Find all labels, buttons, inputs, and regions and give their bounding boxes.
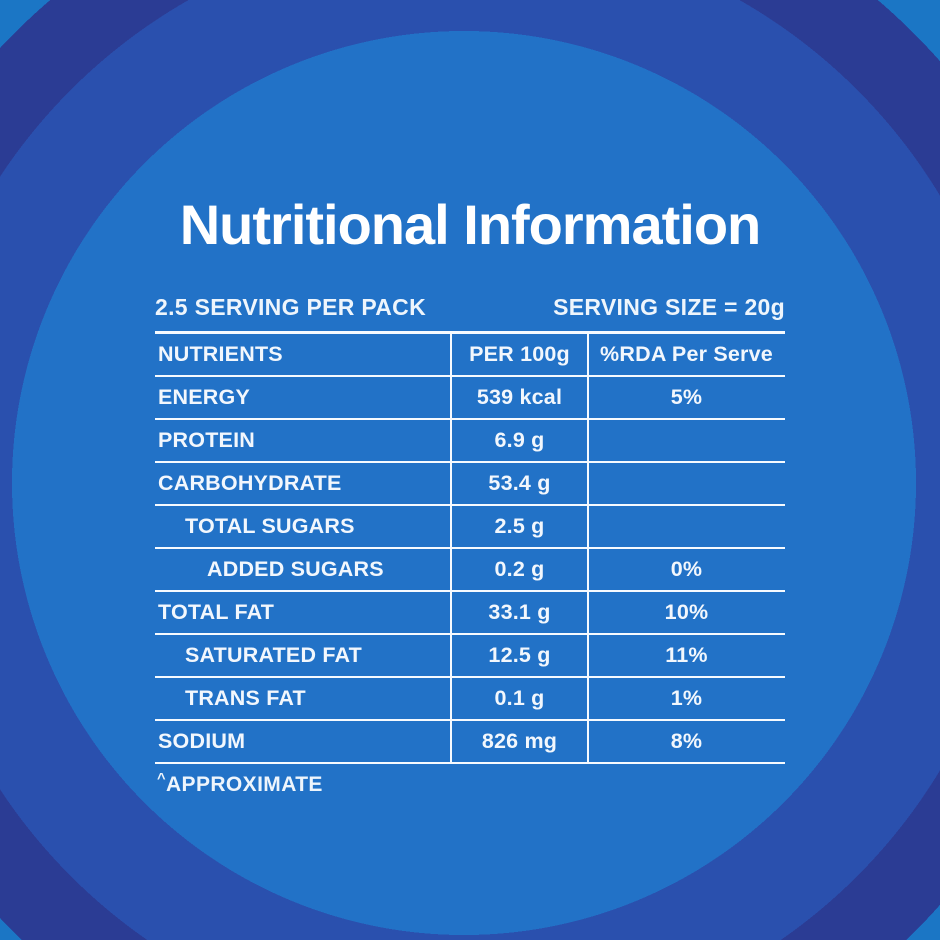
per-100g-value: 0.2 g [494, 557, 545, 581]
rda-value: 10% [664, 600, 709, 624]
table-row-sodium: SODIUM 826 mg 8% [155, 721, 785, 764]
nutrient-label: ADDED SUGARS [207, 557, 384, 581]
caret-marker: ^ [157, 771, 166, 787]
nutrition-table: NUTRIENTS PER 100g %RDA Per Serve ENERGY… [155, 331, 785, 764]
serving-info-row: 2.5 SERVING PER PACK SERVING SIZE = 20g [155, 294, 785, 321]
rda-value: 1% [670, 686, 703, 710]
per-100g-value: 826 mg [481, 729, 558, 753]
rda-value: 0% [670, 557, 703, 581]
table-row-total-fat: TOTAL FAT 33.1 g 10% [155, 592, 785, 635]
table-row-protein: PROTEIN 6.9 g [155, 420, 785, 463]
rda-value: 11% [665, 643, 708, 667]
nutrient-label: SATURATED FAT [185, 643, 362, 667]
header-per-100g: PER 100g [469, 342, 570, 366]
rda-value: 8% [670, 729, 703, 753]
table-row-total-sugars: TOTAL SUGARS 2.5 g [155, 506, 785, 549]
table-row-trans-fat: TRANS FAT 0.1 g 1% [155, 678, 785, 721]
nutrient-label: TOTAL FAT [158, 600, 275, 624]
nutrient-label: PROTEIN [158, 428, 255, 452]
per-100g-value: 0.1 g [494, 686, 545, 710]
per-100g-value: 6.9 g [494, 428, 545, 452]
column-divider-1 [450, 334, 452, 764]
header-rda-per-serve: %RDA Per Serve [600, 342, 773, 366]
table-row-saturated-fat: SATURATED FAT 12.5 g 11% [155, 635, 785, 678]
table-row-energy: ENERGY 539 kcal 5% [155, 377, 785, 420]
nutrient-label: TRANS FAT [185, 686, 306, 710]
nutrient-label: CARBOHYDRATE [158, 471, 342, 495]
nutrient-label: TOTAL SUGARS [185, 514, 355, 538]
per-100g-value: 12.5 g [488, 643, 551, 667]
per-100g-value: 53.4 g [488, 471, 551, 495]
serving-size: SERVING SIZE = 20g [553, 294, 785, 320]
servings-per-pack: 2.5 SERVING PER PACK [155, 294, 427, 320]
per-100g-value: 539 kcal [476, 385, 563, 409]
nutrient-label: ENERGY [158, 385, 250, 409]
footnote-text: APPROXIMATE [165, 773, 323, 796]
table-header-row: NUTRIENTS PER 100g %RDA Per Serve [155, 334, 785, 377]
table-row-added-sugars: ADDED SUGARS 0.2 g 0% [155, 549, 785, 592]
header-nutrients: NUTRIENTS [158, 342, 283, 366]
nutrient-label: SODIUM [158, 729, 246, 753]
approximate-footnote: ^APPROXIMATE [157, 771, 323, 797]
column-divider-2 [587, 334, 589, 764]
rda-value: 5% [670, 385, 703, 409]
per-100g-value: 33.1 g [488, 600, 551, 624]
page-title: Nutritional Information [179, 193, 762, 256]
per-100g-value: 2.5 g [494, 514, 545, 538]
table-row-carbohydrate: CARBOHYDRATE 53.4 g [155, 463, 785, 506]
